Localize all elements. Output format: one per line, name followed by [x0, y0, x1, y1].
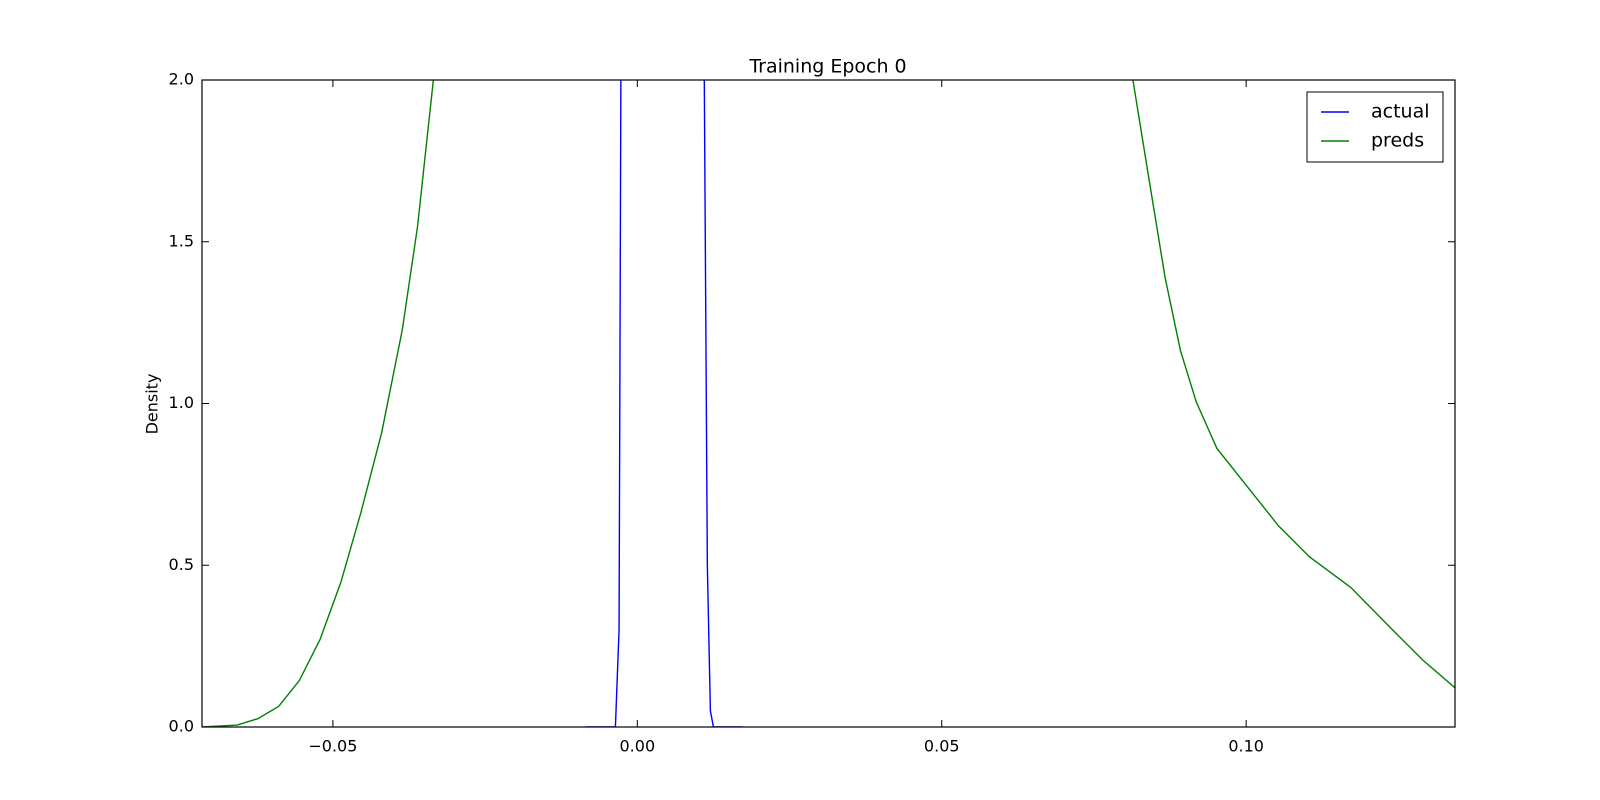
chart-title: Training Epoch 0	[748, 56, 906, 78]
legend-label: preds	[1371, 130, 1424, 152]
series-line	[202, 80, 1455, 727]
y-tick-label: 2.0	[169, 70, 194, 89]
x-tick-label: 0.10	[1228, 737, 1264, 756]
legend-box	[1306, 91, 1444, 163]
x-tick-label: −0.05	[308, 737, 357, 756]
plot-area	[202, 80, 1455, 727]
series-line	[585, 80, 743, 727]
y-tick-label: 0.5	[169, 555, 194, 574]
x-tick-label: 0.05	[924, 737, 960, 756]
y-tick-label: 1.5	[169, 231, 194, 250]
legend: actual preds	[1306, 91, 1444, 163]
y-tick-label: 0.0	[169, 717, 194, 736]
y-axis-label: Density	[143, 374, 162, 435]
y-tick-label: 1.0	[169, 393, 194, 412]
legend-label: actual	[1371, 101, 1430, 123]
ticks: −0.05 0.00 0.05 0.10 0.0 0.5 1.0 1.5 2.0	[169, 70, 1455, 756]
x-tick-label: 0.00	[620, 737, 656, 756]
